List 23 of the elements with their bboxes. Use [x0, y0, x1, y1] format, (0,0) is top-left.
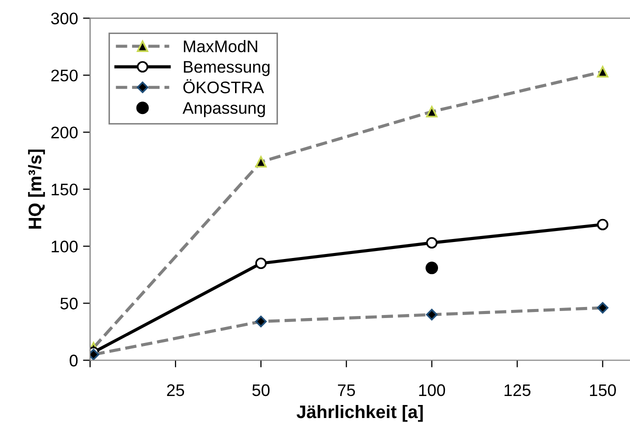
- point: [426, 237, 438, 249]
- point: [596, 218, 608, 230]
- x-tick-label: 125: [504, 384, 530, 396]
- legend-label: Anpassung: [182, 102, 265, 118]
- x-tick-label: 25: [167, 384, 184, 396]
- y-tick-label: 200: [51, 126, 78, 138]
- y-tick-label: 100: [52, 240, 78, 252]
- y-tick-label: 250: [51, 70, 78, 82]
- point: [426, 262, 438, 274]
- legend-label: ÖKOSTRA: [183, 79, 264, 94]
- x-axis-title: Jährlichkeit [a]: [296, 404, 423, 422]
- y-tick-label: 50: [60, 298, 78, 310]
- y-tick-label: 150: [52, 184, 78, 196]
- x-tick-label: 75: [338, 384, 355, 396]
- point: [255, 258, 267, 270]
- legend-label: MaxModN: [184, 40, 258, 52]
- legend-label: Bemessung: [184, 61, 270, 76]
- x-tick-label: 150: [590, 384, 616, 396]
- y-tick-label: 300: [51, 12, 78, 24]
- x-tick-label: 50: [252, 384, 270, 396]
- x-tick-label: 100: [419, 384, 446, 396]
- y-tick-label: 0: [70, 354, 78, 366]
- y-axis-title: HQ [m³/s]: [28, 150, 45, 229]
